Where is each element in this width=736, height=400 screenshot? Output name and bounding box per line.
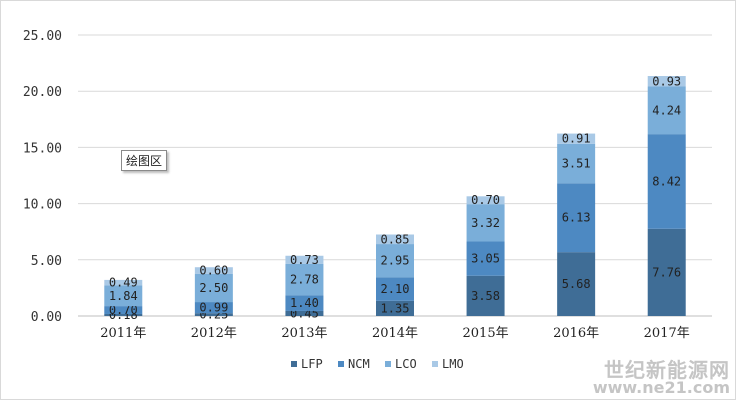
legend-swatch <box>385 361 391 367</box>
watermark: 世纪新能源网 www.ne21.com <box>593 360 730 396</box>
bar-segment-lmo <box>557 133 596 144</box>
bar-segment-lco <box>647 86 686 135</box>
bar-segment-lco <box>285 263 324 296</box>
y-tick-label: 25.00 <box>23 29 62 44</box>
bar-segment-lfp <box>194 313 233 316</box>
bar-segment-ncm <box>466 241 505 276</box>
data-label: 2.50 <box>199 281 228 295</box>
legend-label: LMO <box>442 357 464 371</box>
data-label: 5.68 <box>562 277 591 291</box>
bar-segment-lmo <box>647 76 686 87</box>
x-category-label: 2012年 <box>191 326 237 341</box>
x-category-label: 2016年 <box>553 326 599 341</box>
data-label: 3.58 <box>471 289 500 303</box>
x-category-label: 2015年 <box>463 326 509 341</box>
bar-segment-lfp <box>466 275 505 316</box>
data-label: 1.40 <box>290 296 319 310</box>
bar-segment-lco <box>376 244 414 278</box>
bar-segment-ncm <box>194 302 233 314</box>
y-tick-label: 0.00 <box>31 310 62 325</box>
bar-segment-lco <box>466 204 505 242</box>
data-label: 3.05 <box>471 252 500 266</box>
x-category-label: 2014年 <box>372 326 418 341</box>
bar-segment-lfp <box>376 300 414 316</box>
data-label: 0.60 <box>199 264 228 278</box>
legend-swatch <box>432 361 438 367</box>
data-label: 8.42 <box>652 174 681 188</box>
data-label: 0.91 <box>562 132 591 146</box>
bar-segment-lmo <box>466 196 505 205</box>
data-label: 1.35 <box>381 301 410 315</box>
data-label: 6.13 <box>562 211 591 225</box>
data-label: 3.32 <box>471 216 500 230</box>
data-label: 3.51 <box>562 157 591 171</box>
y-tick-label: 15.00 <box>23 141 62 156</box>
bar-segment-lfp <box>285 310 324 316</box>
bar-segment-lfp <box>557 252 596 316</box>
data-label: 1.84 <box>109 289 138 303</box>
bar-segment-lco <box>557 143 596 184</box>
x-category-label: 2013年 <box>281 326 327 341</box>
bar-segment-lmo <box>194 267 233 274</box>
bar-segment-ncm <box>557 183 596 253</box>
legend-swatch <box>338 361 344 367</box>
data-label: 0.70 <box>471 193 500 207</box>
data-label: 7.76 <box>652 265 681 279</box>
x-category-label: 2011年 <box>100 326 146 341</box>
bar-segment-lmo <box>285 255 324 264</box>
y-tick-label: 10.00 <box>23 198 62 213</box>
legend-label: LCO <box>395 357 417 371</box>
data-label: 0.99 <box>199 301 228 315</box>
data-label: 0.73 <box>290 253 319 267</box>
data-label: 2.78 <box>290 273 319 287</box>
watermark-url: www.ne21.com <box>592 378 730 397</box>
y-tick-label: 5.00 <box>31 254 62 269</box>
y-tick-label: 20.00 <box>23 85 62 100</box>
bar-segment-ncm <box>376 277 414 301</box>
bar-segment-lco <box>104 285 143 307</box>
x-category-label: 2017年 <box>644 326 690 341</box>
data-label: 2.95 <box>381 254 410 268</box>
bar-segment-ncm <box>104 306 143 314</box>
data-label: 0.70 <box>109 303 138 317</box>
legend-label: NCM <box>348 357 370 371</box>
data-label: 2.10 <box>381 282 410 296</box>
data-label: 0.49 <box>109 276 138 290</box>
data-label: 4.24 <box>652 103 681 117</box>
bar-segment-ncm <box>285 295 324 311</box>
watermark-title: 世纪新能源网 <box>604 358 730 382</box>
bar-segment-lmo <box>104 279 143 286</box>
bar-segment-ncm <box>647 134 686 229</box>
plot-area-tooltip: 绘图区 <box>121 150 168 171</box>
legend-swatch <box>291 361 297 367</box>
data-label: 0.85 <box>381 232 410 246</box>
bar-segment-lfp <box>104 313 143 316</box>
bar-segment-lco <box>194 273 233 303</box>
bar-segment-lmo <box>376 234 414 245</box>
data-label: 0.93 <box>652 74 681 88</box>
legend-label: LFP <box>301 357 323 371</box>
bar-segment-lfp <box>647 228 686 316</box>
